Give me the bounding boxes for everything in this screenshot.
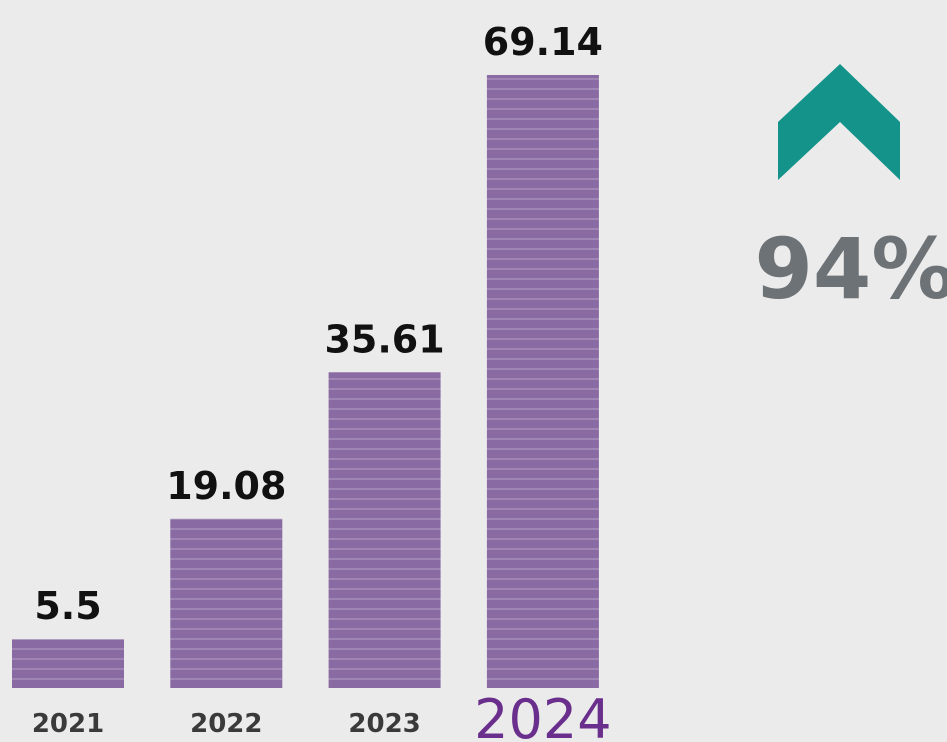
bar-texture: [12, 639, 124, 688]
x-tick-label: 2024: [474, 688, 611, 742]
x-tick-label: 2023: [348, 709, 420, 739]
value-label: 69.14: [483, 20, 603, 64]
bar-texture: [328, 372, 441, 688]
bar-texture: [170, 518, 283, 688]
up-arrow: [778, 64, 900, 180]
growth-annotation: 94%: [754, 220, 947, 318]
x-tick-label: 2021: [32, 709, 104, 739]
value-label: 19.08: [166, 464, 286, 508]
value-label: 5.5: [34, 584, 101, 628]
bar-texture: [486, 75, 599, 688]
x-tick-label: 2022: [190, 709, 262, 739]
value-label: 35.61: [324, 317, 444, 361]
